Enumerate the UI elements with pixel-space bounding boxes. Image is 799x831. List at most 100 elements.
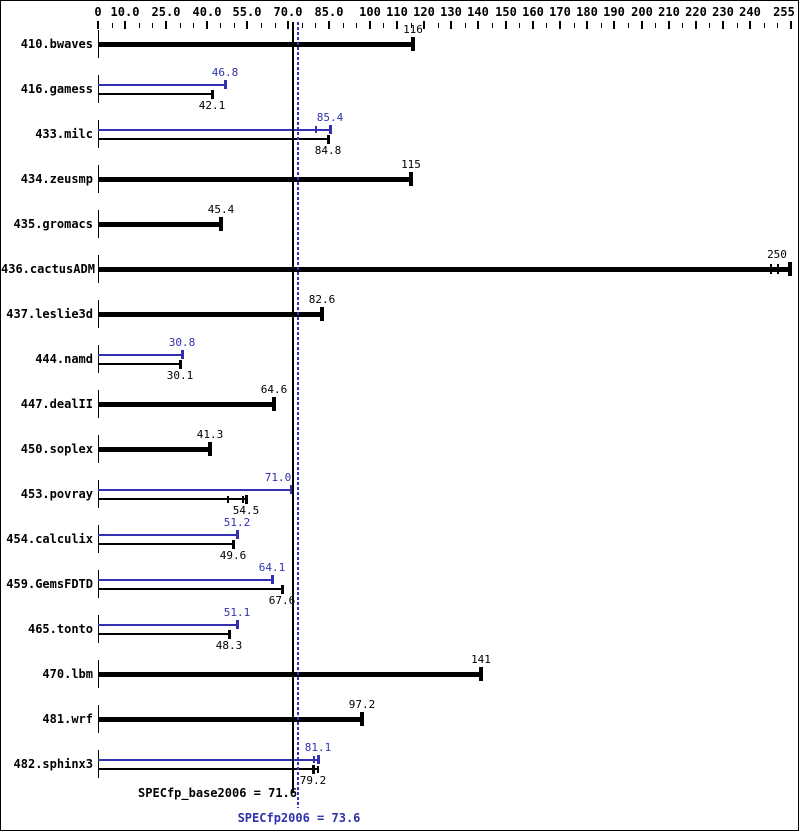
axis-minor-tick: [601, 23, 602, 28]
axis-minor-tick: [438, 23, 439, 28]
base-bar-endcap: [479, 667, 483, 681]
axis-major-tick: [369, 21, 371, 29]
axis-tick-label: 150: [495, 5, 517, 19]
axis-minor-tick: [574, 23, 575, 28]
base-summary-text: SPECfp_base2006 = 71.6: [138, 786, 297, 800]
axis-tick-label: 230: [712, 5, 734, 19]
axis-major-tick: [668, 21, 670, 29]
row-axis-stub: [98, 750, 99, 778]
base-run-mark: [242, 496, 244, 503]
peak-bar-endcap: [236, 620, 239, 629]
axis-minor-tick: [737, 23, 738, 28]
axis-tick-label: 10.0: [110, 5, 140, 19]
peak-mean-line: [297, 22, 299, 808]
axis-major-tick: [532, 21, 534, 29]
axis-tick-label: 200: [631, 5, 653, 19]
axis-major-tick: [206, 21, 208, 29]
base-bar: [98, 363, 180, 365]
benchmark-name: 447.dealII: [20, 397, 93, 411]
base-value-label: 79.2: [299, 774, 327, 787]
axis-tick-label: 140: [467, 5, 489, 19]
benchmark-name: 470.lbm: [42, 667, 93, 681]
base-bar-endcap: [320, 307, 324, 321]
axis-minor-tick: [315, 23, 316, 28]
row-axis-stub: [98, 615, 99, 643]
base-bar-endcap: [272, 397, 276, 411]
base-bar-endcap: [360, 712, 364, 726]
base-bar-endcap: [232, 540, 235, 549]
axis-minor-tick: [193, 23, 194, 28]
base-bar: [98, 717, 362, 722]
base-value-label: 49.6: [219, 549, 247, 562]
peak-summary-text: SPECfp2006 = 73.6: [237, 811, 361, 825]
axis-tick-label: 255: [773, 5, 795, 19]
axis-tick-label: 55.0: [232, 5, 262, 19]
axis-minor-tick: [777, 23, 778, 28]
benchmark-name: 437.leslie3d: [6, 307, 93, 321]
axis-major-tick: [450, 21, 452, 29]
base-run-mark: [317, 766, 319, 773]
axis-minor-tick: [383, 23, 384, 28]
base-value-label: 84.8: [314, 144, 342, 157]
peak-bar-endcap: [181, 350, 184, 359]
base-mean-line: [292, 22, 294, 793]
peak-run-mark: [315, 126, 317, 133]
base-bar-endcap: [245, 495, 248, 504]
base-bar: [98, 177, 411, 182]
peak-bar: [98, 579, 272, 581]
peak-value-label: 51.2: [223, 516, 251, 529]
axis-minor-tick: [709, 23, 710, 28]
peak-bar-endcap: [317, 755, 320, 764]
base-value-label: 97.2: [348, 698, 376, 711]
peak-bar-endcap: [290, 485, 293, 494]
axis-tick-label: 100: [359, 5, 381, 19]
axis-major-tick: [586, 21, 588, 29]
base-bar: [98, 768, 318, 770]
base-bar-endcap: [211, 90, 214, 99]
row-axis-stub: [98, 570, 99, 598]
base-bar: [98, 543, 233, 545]
axis-minor-tick: [139, 23, 140, 28]
benchmark-name: 416.gamess: [20, 82, 93, 96]
base-bar: [98, 222, 221, 227]
peak-bar: [98, 354, 182, 356]
base-bar: [98, 633, 229, 635]
axis-major-tick: [505, 21, 507, 29]
base-bar: [98, 402, 274, 407]
base-value-label: 141: [471, 653, 491, 666]
row-axis-stub: [98, 480, 99, 508]
peak-value-label: 85.4: [316, 111, 344, 124]
base-value-label: 42.1: [198, 99, 226, 112]
base-bar-endcap: [327, 135, 330, 144]
base-bar: [98, 588, 282, 590]
benchmark-name: 435.gromacs: [13, 217, 93, 231]
axis-major-tick: [722, 21, 724, 29]
benchmark-name: 459.GemsFDTD: [6, 577, 93, 591]
base-bar: [98, 42, 413, 47]
peak-value-label: 30.8: [168, 336, 196, 349]
axis-tick-label: 210: [658, 5, 680, 19]
base-bar-endcap: [788, 262, 792, 276]
base-bar: [98, 93, 212, 95]
base-value-label: 82.6: [308, 293, 336, 306]
benchmark-name: 454.calculix: [6, 532, 93, 546]
peak-run-mark: [313, 756, 315, 763]
peak-bar: [98, 534, 237, 536]
peak-bar: [98, 129, 330, 131]
axis-tick-label: 70.0: [273, 5, 303, 19]
axis-minor-tick: [682, 23, 683, 28]
base-run-mark: [777, 264, 779, 274]
axis-minor-tick: [152, 23, 153, 28]
base-value-label: 30.1: [166, 369, 194, 382]
base-bar-endcap: [409, 172, 413, 186]
axis-minor-tick: [112, 23, 113, 28]
x-axis: 0 10.0 25.0 40.0 55.0 70.0 85.0 100 110 120 130 140…: [1, 1, 798, 31]
axis-major-tick: [749, 21, 751, 29]
axis-minor-tick: [519, 23, 520, 28]
peak-bar: [98, 489, 291, 491]
benchmark-name: 453.povray: [20, 487, 93, 501]
base-bar-endcap: [411, 37, 415, 51]
peak-bar-endcap: [329, 125, 332, 134]
base-value-label: 45.4: [207, 203, 235, 216]
